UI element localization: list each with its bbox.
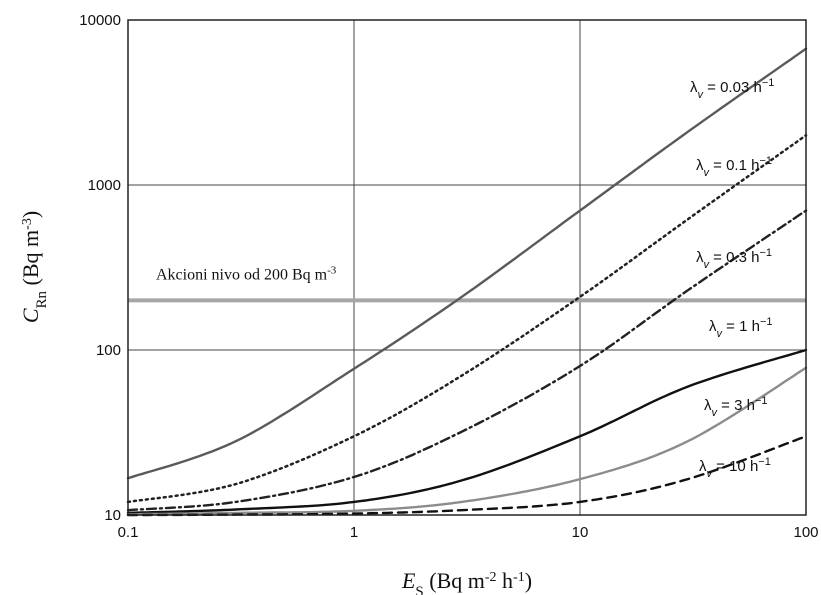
grid xyxy=(128,20,806,515)
x-tick-label: 10 xyxy=(572,524,589,541)
series-line-4 xyxy=(126,366,808,516)
y-tick-label: 100 xyxy=(96,342,121,359)
series-labels: λv = 0.03 h−1 λv = 0.1 h−1 λv = 0.3 h−1 λv … xyxy=(690,77,774,480)
series-label-0: λv = 0.03 h−1 xyxy=(690,77,774,101)
action-level-label: Akcioni nivo od 200 Bq m-3 xyxy=(156,264,337,283)
x-tick-label: 1 xyxy=(350,524,358,541)
x-axis-title: ES (Bq m-2 h-1) xyxy=(401,568,532,595)
y-tick-label: 10000 xyxy=(79,12,121,29)
y-tick-label: 1000 xyxy=(88,177,121,194)
series-label-3: λv = 1 h−1 xyxy=(709,316,773,340)
x-tick-label: 0.1 xyxy=(118,524,139,541)
series-line-3 xyxy=(126,348,808,515)
tick-labels: 0.1 1 10 100 10 100 1000 10000 xyxy=(79,12,818,541)
action-level: Akcioni nivo od 200 Bq m-3 xyxy=(128,264,806,303)
axis-titles: ES (Bq m-2 h-1) CRn (Bq m-3) xyxy=(18,211,532,595)
series-line-1 xyxy=(126,134,808,504)
plot-frame xyxy=(127,19,807,516)
y-axis-title: CRn (Bq m-3) xyxy=(18,211,50,323)
series-label-2: λv = 0.3 h−1 xyxy=(696,247,772,271)
x-tick-label: 100 xyxy=(793,524,818,541)
series-label-5: λv = 10 h−1 xyxy=(699,456,771,480)
series-line-2 xyxy=(126,209,808,512)
series-label-4: λv = 3 h−1 xyxy=(704,395,768,419)
y-tick-label: 10 xyxy=(104,507,121,524)
series-label-1: λv = 0.1 h−1 xyxy=(696,155,772,179)
series-line-0 xyxy=(126,47,808,480)
